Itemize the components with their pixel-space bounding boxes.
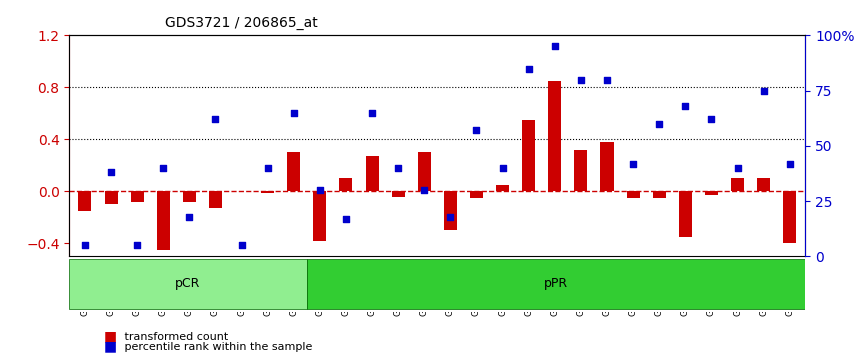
Bar [417,152,430,191]
Point [235,242,249,248]
Bar [653,191,666,198]
Point [626,161,640,166]
Point [731,165,745,171]
Point [600,77,614,82]
Bar [679,191,692,237]
Bar [365,156,378,191]
Bar [548,81,561,191]
Bar [574,150,587,191]
Point [548,44,562,49]
Text: ■: ■ [104,329,117,343]
Bar [600,142,613,191]
Point [757,88,771,93]
Point [209,116,223,122]
Bar [183,191,196,202]
Bar [705,191,718,195]
Bar [627,191,640,198]
Bar [105,191,118,204]
Point [783,161,797,166]
Text: transformed count: transformed count [121,332,229,342]
FancyBboxPatch shape [307,259,805,309]
Point [365,110,379,115]
Point [469,127,483,133]
Point [495,165,509,171]
Point [704,116,718,122]
Point [574,77,588,82]
Bar [783,191,796,243]
Text: ■: ■ [104,339,117,353]
Point [313,187,326,193]
Bar [339,178,352,191]
Point [183,214,197,219]
Point [521,66,535,72]
Bar [131,191,144,202]
Point [287,110,301,115]
Point [261,165,275,171]
Bar [444,191,457,230]
Text: GDS3721 / 206865_at: GDS3721 / 206865_at [165,16,318,30]
Bar [470,191,483,198]
Bar [522,120,535,191]
Point [443,214,457,219]
Bar [313,191,326,241]
Point [157,165,171,171]
Point [130,242,144,248]
Bar [391,191,404,196]
Point [104,170,118,175]
Text: pCR: pCR [175,278,201,290]
Point [652,121,666,127]
Point [78,242,92,248]
Text: pPR: pPR [544,278,568,290]
Point [339,216,353,222]
Bar [757,178,770,191]
Point [391,165,405,171]
Bar [209,191,222,208]
Bar [496,185,509,191]
FancyBboxPatch shape [69,259,307,309]
Bar [157,191,170,250]
Text: percentile rank within the sample: percentile rank within the sample [121,342,313,353]
Point [678,103,692,109]
Bar [731,178,744,191]
Bar [288,152,301,191]
Bar [79,191,92,211]
Point [417,187,431,193]
Bar [262,191,275,193]
